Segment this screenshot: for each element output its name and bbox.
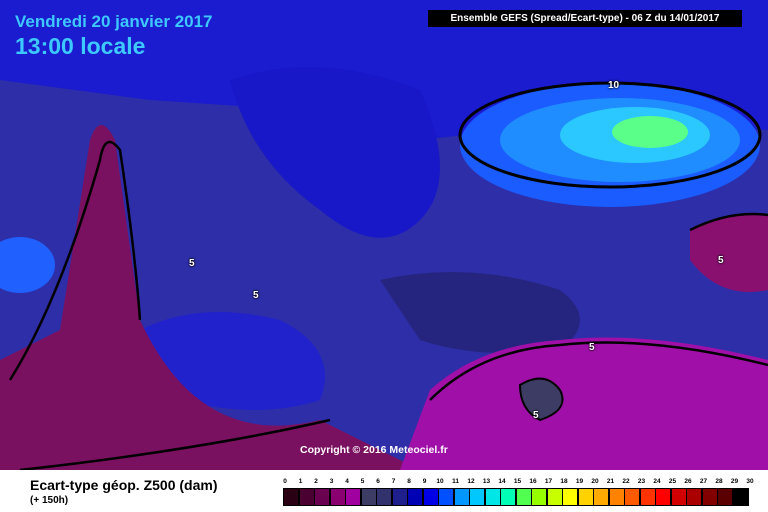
legend-tick: 1 xyxy=(298,478,303,485)
legend-swatch xyxy=(391,488,408,506)
legend-tick: 7 xyxy=(391,478,396,485)
legend-swatch xyxy=(484,488,501,506)
legend-swatch xyxy=(686,488,702,506)
contour-5-mediterranean xyxy=(429,341,768,401)
legend-swatch xyxy=(655,488,671,506)
blue-field-southwest xyxy=(138,312,325,410)
purple-field-west xyxy=(0,125,420,470)
legend-swatch xyxy=(562,488,578,506)
legend-tick: 11 xyxy=(452,478,459,485)
contour-label: 5 xyxy=(718,255,724,266)
legend-tick: 26 xyxy=(684,478,692,485)
legend-tick: 8 xyxy=(407,478,411,485)
legend-tick: 6 xyxy=(376,478,380,485)
model-run-info: Ensemble GEFS (Spread/Ecart-type) - 06 Z… xyxy=(428,10,742,27)
contour-5-southwest xyxy=(19,418,331,470)
legend-swatch xyxy=(732,488,749,506)
legend-swatch xyxy=(438,488,454,506)
legend-tick: 17 xyxy=(544,478,553,485)
legend-swatch xyxy=(360,488,377,506)
legend-tick: 2 xyxy=(314,478,318,485)
contour-5-island xyxy=(518,377,564,422)
copyright-text: Copyright © 2016 Meteociel.fr xyxy=(300,444,448,456)
legend-tick: 12 xyxy=(467,478,475,485)
legend-swatch xyxy=(283,488,299,506)
legend-tick: 21 xyxy=(606,478,615,485)
legend-swatch xyxy=(531,488,547,506)
legend-tick: 0 xyxy=(283,478,287,485)
legend-tick: 29 xyxy=(730,478,739,485)
legend-tick: 23 xyxy=(637,478,646,485)
legend-swatch xyxy=(422,488,439,506)
forecast-step: (+ 150h) xyxy=(30,495,69,506)
contour-label: 5 xyxy=(533,410,539,421)
legend-swatch xyxy=(717,488,733,506)
spread-map xyxy=(0,0,768,470)
legend-swatch xyxy=(345,488,361,506)
legend-swatch xyxy=(453,488,470,506)
legend-swatch xyxy=(376,488,392,506)
legend-swatch xyxy=(608,488,625,506)
legend-tick: 30 xyxy=(746,478,754,485)
contour-10 xyxy=(458,81,762,189)
legend-swatch xyxy=(546,488,563,506)
legend-swatch xyxy=(298,488,315,506)
legend-swatch xyxy=(670,488,687,506)
legend-tick: 5 xyxy=(360,478,365,485)
blue-field-labrador xyxy=(0,237,55,293)
forecast-date: Vendredi 20 janvier 2017 xyxy=(15,12,213,31)
forecast-local-time: 13:00 locale xyxy=(15,33,146,59)
legend-tick: 22 xyxy=(622,478,630,485)
legend-tick: 25 xyxy=(668,478,677,485)
blue-field-atlantic xyxy=(230,67,440,238)
legend-title: Ecart-type géop. Z500 (dam) xyxy=(30,477,218,493)
legend-swatch xyxy=(469,488,485,506)
spread-core-inner xyxy=(612,116,688,148)
contour-label: 10 xyxy=(608,80,620,91)
purple-field-mediterranean xyxy=(400,337,768,470)
contour-5-west xyxy=(8,140,142,381)
legend-swatch xyxy=(515,488,532,506)
legend-tick: 9 xyxy=(422,478,427,485)
legend-swatch xyxy=(624,488,640,506)
legend-tick: 14 xyxy=(498,478,506,485)
legend-tick: 15 xyxy=(513,478,522,485)
legend-tick: 18 xyxy=(560,478,568,485)
legend-swatch xyxy=(329,488,346,506)
contour-5-east xyxy=(689,212,768,232)
contour-label: 5 xyxy=(589,342,595,353)
legend-swatch xyxy=(701,488,718,506)
legend-tick: 24 xyxy=(653,478,661,485)
legend-swatch xyxy=(577,488,594,506)
legend-tick: 13 xyxy=(482,478,491,485)
legend-tick: 27 xyxy=(699,478,708,485)
legend-tick: 3 xyxy=(329,478,334,485)
legend-swatch xyxy=(639,488,656,506)
legend-tick: 10 xyxy=(436,478,444,485)
contour-label: 5 xyxy=(189,258,195,269)
legend-tick: 16 xyxy=(529,478,537,485)
legend-swatch xyxy=(407,488,423,506)
purple-field-east xyxy=(690,214,768,292)
contour-label: 5 xyxy=(253,290,259,301)
legend-tick: 4 xyxy=(345,478,349,485)
legend-swatch xyxy=(593,488,609,506)
legend-swatch xyxy=(500,488,516,506)
legend-tick: 20 xyxy=(591,478,599,485)
slate-field-europe xyxy=(380,272,580,354)
legend-swatch xyxy=(314,488,330,506)
legend-tick: 28 xyxy=(715,478,723,485)
legend-tick: 19 xyxy=(575,478,584,485)
